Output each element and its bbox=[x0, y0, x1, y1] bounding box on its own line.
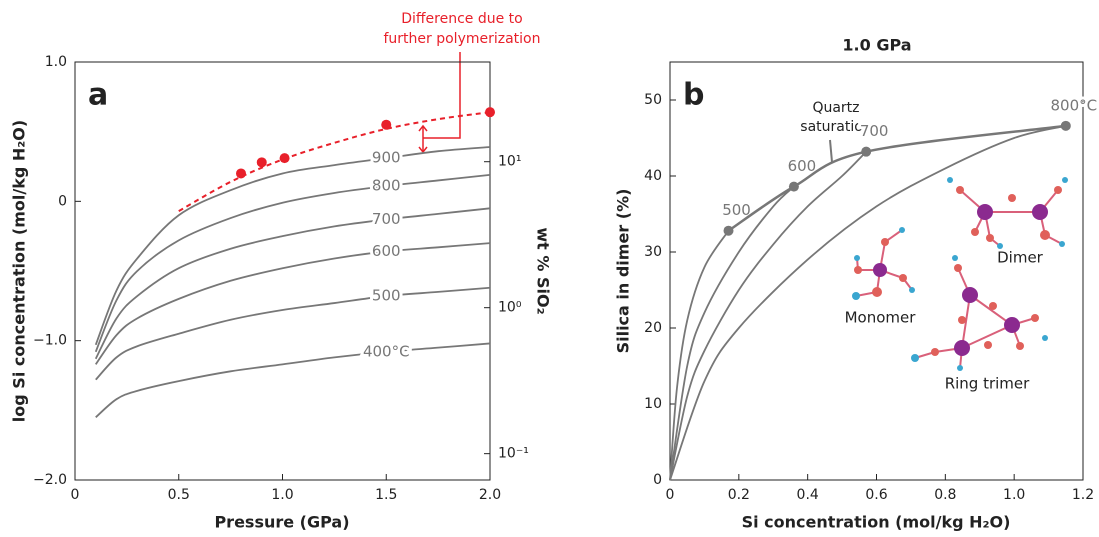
marker bbox=[236, 168, 246, 179]
line bbox=[95, 342, 491, 418]
y2-tick-label: 10⁻¹ bbox=[498, 446, 529, 462]
series-label: 400°C bbox=[363, 342, 410, 360]
marker bbox=[861, 146, 872, 157]
x-tick-label: 0.5 bbox=[168, 487, 190, 503]
line bbox=[727, 124, 1066, 232]
x-axis-label: Pressure (GPa) bbox=[214, 513, 349, 532]
line bbox=[178, 111, 491, 212]
y-tick-label: 1.0 bbox=[45, 54, 67, 70]
x-tick-label: 0 bbox=[71, 487, 80, 503]
series-label: 500 bbox=[372, 287, 401, 305]
y-tick-label: 0 bbox=[653, 472, 662, 488]
y-tick-label: 20 bbox=[644, 320, 662, 336]
x-tick-label: 0.6 bbox=[865, 487, 887, 503]
marker bbox=[256, 157, 267, 168]
annotation: Difference due to bbox=[401, 11, 523, 27]
line bbox=[95, 286, 491, 381]
marker bbox=[1060, 120, 1071, 131]
marker bbox=[485, 107, 495, 118]
x-axis-label: Si concentration (mol/kg H₂O) bbox=[742, 513, 1011, 532]
x-tick-label: 1.5 bbox=[375, 487, 397, 503]
x-tick-label: 1.2 bbox=[1072, 487, 1094, 503]
x-tick-label: 0.2 bbox=[728, 487, 750, 503]
y-tick-label: 50 bbox=[644, 92, 662, 108]
panel-letter: a bbox=[88, 78, 108, 113]
molecule-dimer bbox=[947, 177, 1068, 249]
line bbox=[94, 207, 491, 360]
marker bbox=[381, 119, 392, 130]
line bbox=[669, 151, 867, 481]
y2-tick-label: 10⁰ bbox=[498, 300, 522, 316]
marker bbox=[788, 181, 799, 192]
y-tick-label: −2.0 bbox=[33, 472, 67, 488]
series-label: 900 bbox=[372, 149, 401, 167]
annotation-bracket bbox=[418, 52, 461, 154]
y-tick-label: 40 bbox=[644, 168, 662, 184]
y-tick-label: 10 bbox=[644, 396, 662, 412]
molecule-trimer bbox=[911, 255, 1048, 371]
chart-title: 1.0 GPa bbox=[842, 36, 911, 55]
y2-axis-label: wt % SiO₂ bbox=[534, 227, 553, 314]
line bbox=[95, 242, 491, 365]
annotation: saturation bbox=[800, 119, 871, 135]
x-tick-label: 1.0 bbox=[1003, 487, 1025, 503]
molecule-monomer bbox=[852, 227, 915, 300]
x-tick-label: 0 bbox=[666, 487, 675, 503]
molecule-label: Ring trimer bbox=[945, 375, 1030, 393]
x-tick-label: 0.4 bbox=[797, 487, 819, 503]
line bbox=[94, 146, 491, 346]
line bbox=[669, 230, 730, 481]
y2-tick-label: 10¹ bbox=[498, 154, 521, 170]
line bbox=[94, 173, 491, 353]
molecule-label: Monomer bbox=[845, 309, 917, 327]
y-tick-label: 30 bbox=[644, 244, 662, 260]
y-tick-label: 0 bbox=[58, 193, 67, 209]
x-tick-label: 2.0 bbox=[479, 487, 501, 503]
annotation-pointer bbox=[829, 139, 833, 163]
series-label: 800 bbox=[372, 177, 401, 195]
series-label: 700 bbox=[860, 122, 889, 140]
series-label: 700 bbox=[372, 210, 401, 228]
panel-letter: b bbox=[683, 78, 704, 113]
y-tick-label: −1.0 bbox=[33, 333, 67, 349]
marker bbox=[279, 153, 290, 164]
y-axis-label: log Si concentration (mol/kg H₂O) bbox=[10, 120, 29, 422]
marker bbox=[723, 225, 734, 236]
series-label: 600 bbox=[788, 157, 817, 175]
molecule-label: Dimer bbox=[997, 249, 1044, 267]
series-label: 600 bbox=[372, 242, 401, 260]
series-label: 800°C bbox=[1050, 96, 1097, 114]
series-label: 500 bbox=[722, 201, 751, 219]
y-axis-label: Silica in dimer (%) bbox=[614, 189, 633, 354]
x-tick-label: 1.0 bbox=[271, 487, 293, 503]
line bbox=[669, 185, 795, 481]
x-tick-label: 0.8 bbox=[934, 487, 956, 503]
annotation: Quartz bbox=[812, 100, 859, 116]
line bbox=[669, 124, 1066, 481]
annotation: further polymerization bbox=[383, 31, 540, 47]
